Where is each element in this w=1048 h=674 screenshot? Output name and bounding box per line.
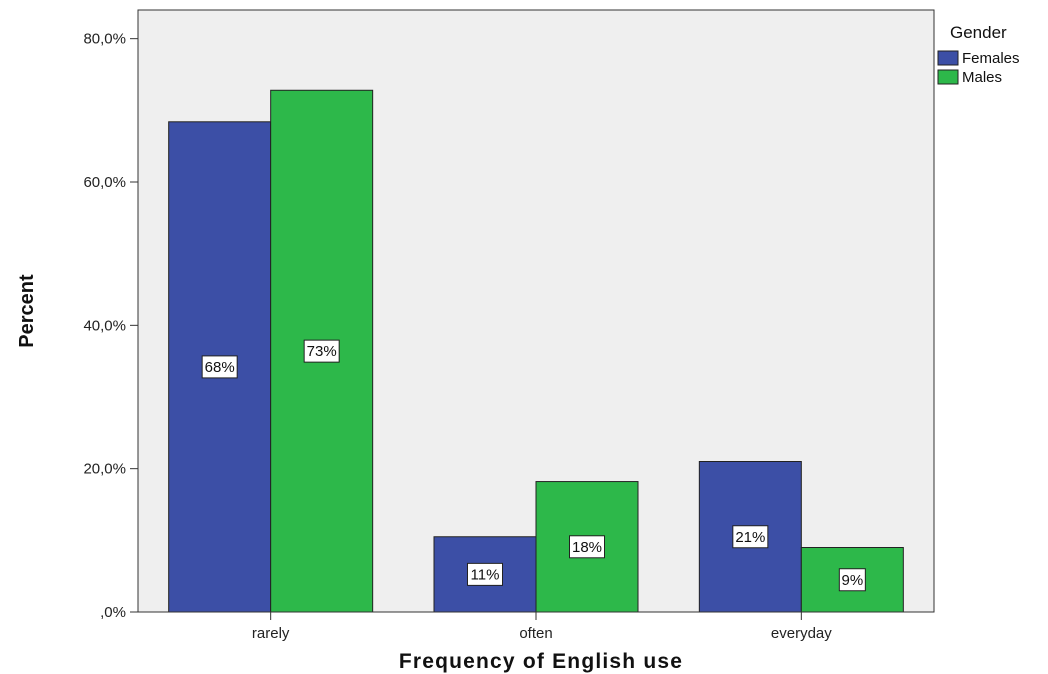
x-tick-label: rarely — [252, 625, 290, 642]
data-label-box — [838, 568, 866, 592]
y-tick-label: 80,0% — [83, 31, 126, 48]
x-axis: rarely often everyday — [138, 611, 934, 642]
legend-swatch-females — [937, 50, 959, 66]
data-label-text: 11% — [471, 566, 500, 583]
data-label-text: 73% — [307, 343, 337, 360]
x-tick-label: everyday — [771, 625, 832, 642]
y-tick-label: ,0% — [100, 604, 126, 621]
legend-entry-males: Males — [962, 69, 1002, 86]
data-label-box — [201, 355, 238, 379]
data-label-box — [732, 525, 769, 549]
data-label-box — [303, 339, 340, 363]
data-label-females-everyday: 21% — [732, 525, 769, 549]
x-tick-label: often — [519, 625, 552, 642]
data-label-males-everyday: 9% — [838, 568, 866, 592]
data-label-males-often: 18% — [569, 535, 605, 559]
data-labels: 68% 73% 11% 18% 21% 9% — [201, 339, 866, 592]
y-axis: ,0% 20,0% 40,0% 60,0% 80,0% — [83, 10, 139, 621]
legend: Gender Females Males — [937, 23, 1020, 86]
y-axis-title: Percent — [16, 274, 38, 348]
data-label-text: 9% — [841, 572, 863, 589]
x-axis-title: Frequency of English use — [399, 650, 683, 673]
legend-entry-females: Females — [962, 50, 1020, 67]
data-label-females-rarely: 68% — [201, 355, 238, 379]
data-label-box — [467, 562, 503, 586]
legend-swatch-males — [937, 69, 959, 85]
y-tick-label: 60,0% — [83, 174, 126, 191]
data-label-males-rarely: 73% — [303, 339, 340, 363]
data-label-text: 21% — [735, 529, 765, 546]
data-label-text: 68% — [205, 359, 235, 376]
y-tick-label: 20,0% — [83, 461, 126, 478]
data-label-box — [569, 535, 605, 559]
y-tick-label: 40,0% — [83, 317, 126, 334]
data-label-text: 18% — [572, 539, 602, 556]
data-label-females-often: 11% — [467, 562, 503, 586]
legend-title: Gender — [950, 23, 1007, 42]
